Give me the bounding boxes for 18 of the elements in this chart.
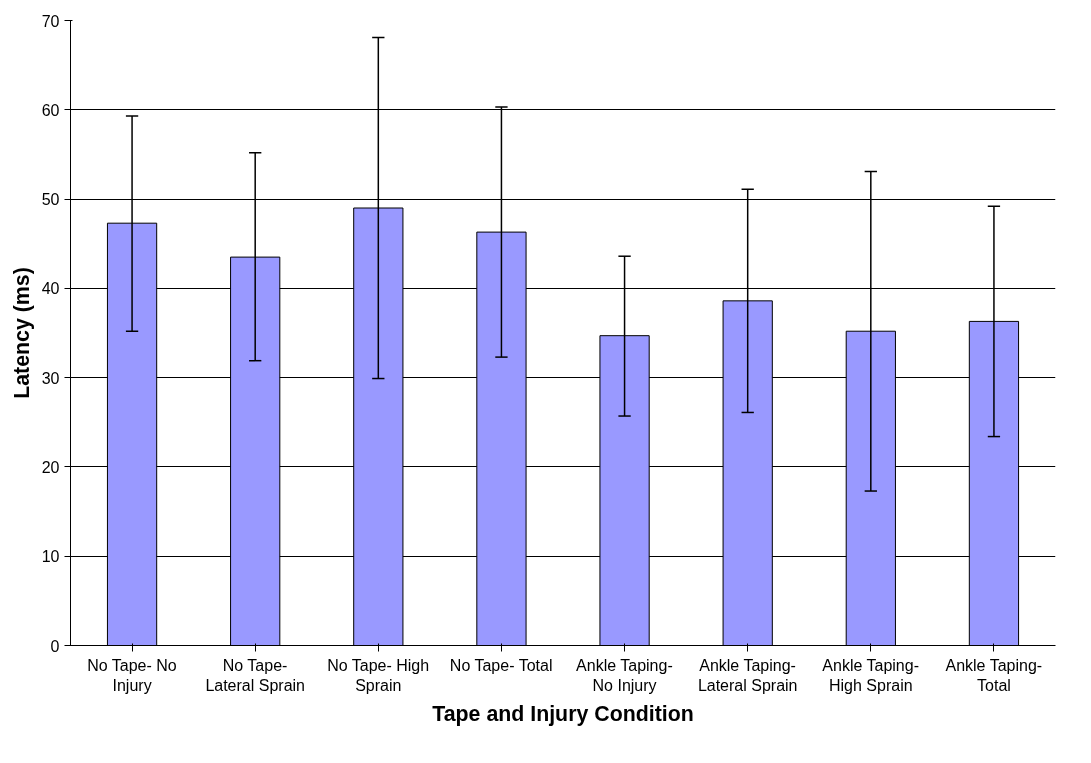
- y-tick-label: 20: [41, 458, 60, 476]
- x-tick-label: No Tape- Lateral Sprain: [205, 656, 305, 694]
- x-tick-label: Ankle Taping- No Injury: [576, 656, 673, 694]
- y-tick-label: 0: [50, 637, 60, 655]
- x-axis-title: Tape and Injury Condition: [432, 701, 694, 726]
- x-tick-label: Ankle Taping- Lateral Sprain: [697, 656, 798, 694]
- x-tick-label: Ankle Taping- Total: [945, 656, 1043, 694]
- y-tick-label: 10: [41, 548, 60, 566]
- y-tick-label: 30: [41, 369, 60, 387]
- x-tick-label: No Tape- No Injury: [87, 656, 177, 694]
- y-tick-label: 50: [41, 191, 60, 209]
- y-tick-label: 60: [41, 101, 60, 119]
- y-tick-label: 40: [41, 280, 60, 298]
- x-tick-label: No Tape- Total: [449, 656, 553, 674]
- x-tick-label: Ankle Taping- High Sprain: [822, 656, 919, 694]
- y-tick-label: 70: [41, 12, 60, 30]
- x-tick-label: No Tape- High Sprain: [327, 656, 430, 694]
- y-axis-title: Latency (ms): [9, 267, 34, 399]
